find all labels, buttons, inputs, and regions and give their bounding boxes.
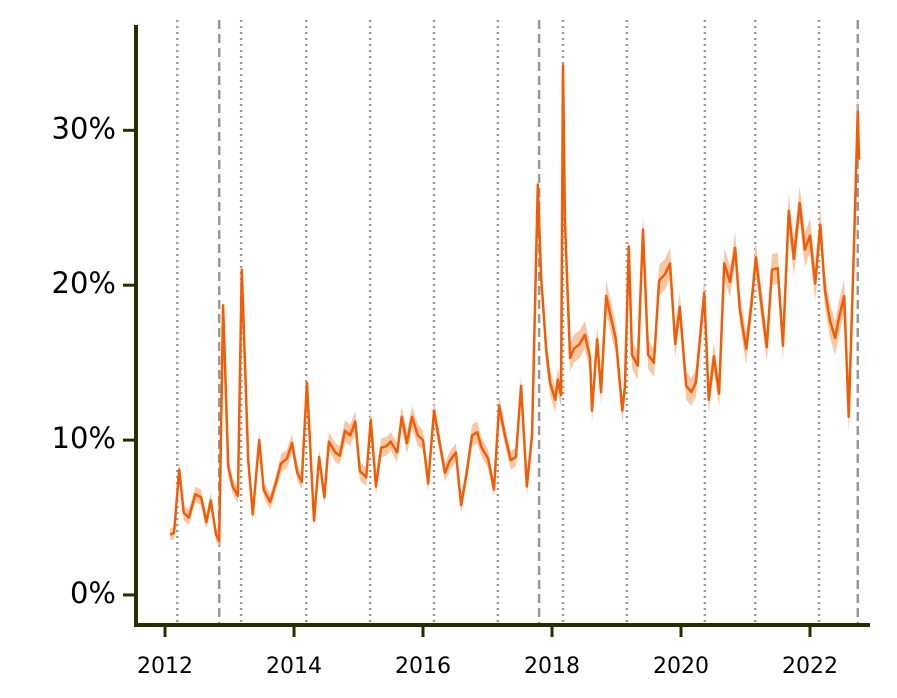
x-tick-label: 2012 xyxy=(137,654,193,679)
y-tick-label: 10% xyxy=(52,421,116,455)
x-tick-label: 2018 xyxy=(524,654,580,679)
y-tick-label: 30% xyxy=(52,111,116,145)
x-tick-label: 2022 xyxy=(782,654,838,679)
confidence-band xyxy=(170,49,860,547)
line xyxy=(169,64,861,542)
x-tick-label: 2014 xyxy=(266,654,322,679)
x-tick-label: 2016 xyxy=(395,654,451,679)
x-tick-label: 2020 xyxy=(653,654,709,679)
y-tick-label: 0% xyxy=(70,576,116,610)
y-tick-label: 20% xyxy=(52,266,116,300)
